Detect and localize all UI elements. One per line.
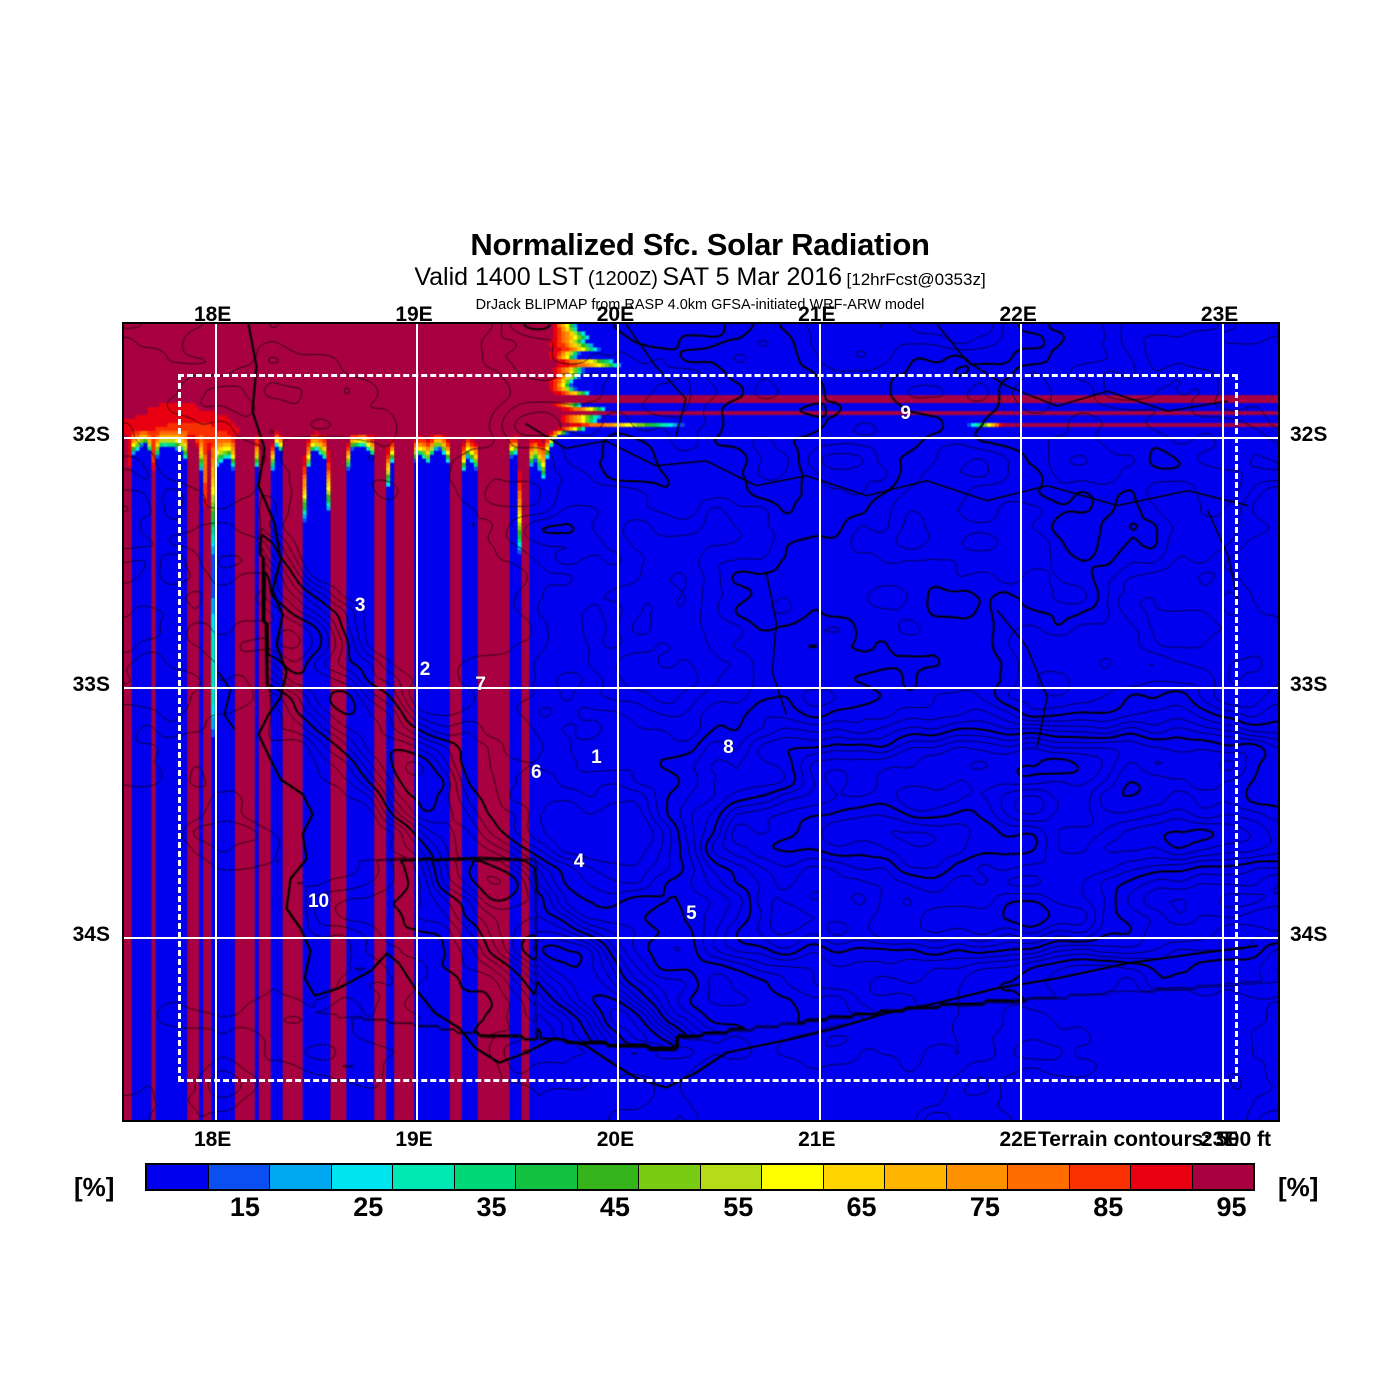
colorbar-swatch-7 [577, 1165, 639, 1189]
axis-label-right-34S: 34S [1290, 922, 1328, 946]
colorbar-swatch-3 [331, 1165, 393, 1189]
colorbar-swatch-1 [208, 1165, 270, 1189]
colorbar-swatch-6 [516, 1165, 578, 1189]
colorbar-swatch-16 [1131, 1165, 1193, 1189]
axis-label-top-19E: 19E [395, 303, 433, 326]
colorbar-unit-left: [%] [74, 1172, 115, 1202]
colorbar-tick-55: 55 [723, 1192, 754, 1222]
map-marker-9: 9 [900, 402, 911, 424]
map-marker-8: 8 [723, 737, 734, 758]
colorbar-swatch-2 [270, 1165, 332, 1189]
colorbar-swatch-15 [1069, 1165, 1131, 1189]
axis-label-top-18E: 18E [193, 303, 232, 326]
axis-label-bottom-20E: 20E [596, 1128, 635, 1151]
map-marker-3: 3 [354, 595, 366, 617]
colorbar-tick-35: 35 [476, 1192, 507, 1222]
axis-label-left-33S: 33S [72, 672, 110, 696]
axis-label-right-32S: 32S [1290, 422, 1328, 446]
forecast-tag: [12hrFcst@0353z] [846, 270, 986, 289]
colorbar-tick-95: 95 [1216, 1192, 1247, 1222]
colorbar-tick-65: 65 [846, 1192, 877, 1222]
map-marker-6: 6 [530, 761, 542, 783]
title-block: Normalized Sfc. Solar Radiation Valid 14… [0, 228, 1400, 315]
colorbar-tick-labels: 15 25 35 45 55 65 75 85 95 [145, 1192, 1255, 1226]
terrain-contour-note: Terrain contours: 500 ft [1038, 1128, 1271, 1151]
colorbar-swatch-11 [823, 1165, 885, 1189]
colorbar-swatch-12 [885, 1165, 947, 1189]
colorbar-tick-85: 85 [1093, 1192, 1124, 1222]
radiation-field-canvas [124, 324, 1278, 1120]
axis-label-right-33S: 33S [1290, 672, 1328, 696]
colorbar-swatch-14 [1008, 1165, 1070, 1189]
colorbar-swatch-17 [1192, 1165, 1253, 1189]
axis-label-bottom-23E: 23E [1200, 1128, 1239, 1151]
axis-label-bottom-22E: 22E [999, 1128, 1037, 1151]
map-marker-10: 10 [307, 890, 330, 912]
axis-label-top-22E: 22E [999, 303, 1037, 326]
colorbar-swatch-10 [762, 1165, 824, 1189]
colorbar-swatch-9 [700, 1165, 762, 1189]
colorbar-swatch-0 [147, 1165, 209, 1189]
colorbar-swatch-13 [946, 1165, 1008, 1189]
axis-label-bottom-19E: 19E [395, 1128, 433, 1151]
axis-label-left-34S: 34S [72, 922, 110, 946]
axis-label-bottom-18E: 18E [193, 1128, 232, 1151]
colorbar-tick-15: 15 [229, 1192, 260, 1222]
solar-radiation-map[interactable]: 1 2 3 4 5 6 7 8 9 10 [122, 322, 1280, 1122]
axis-label-top-23E: 23E [1200, 303, 1239, 326]
axis-label-top-20E: 20E [596, 303, 635, 326]
map-marker-2: 2 [419, 659, 431, 681]
valid-time-line: Valid 1400 LST (1200Z) SAT 5 Mar 2016 [1… [0, 262, 1400, 296]
map-marker-5: 5 [686, 902, 697, 924]
axis-label-top-21E: 21E [798, 303, 836, 326]
axis-label-left-32S: 32S [72, 422, 110, 446]
page-title: Normalized Sfc. Solar Radiation [470, 227, 930, 262]
colorbar-unit-right: [%] [1278, 1172, 1319, 1202]
axis-label-bottom-21E: 21E [798, 1128, 836, 1151]
colorbar[interactable] [145, 1163, 1255, 1191]
colorbar-swatch-5 [454, 1165, 516, 1189]
valid-utc: (1200Z) [587, 268, 658, 290]
colorbar-swatch-8 [639, 1165, 701, 1189]
colorbar-swatch-4 [393, 1165, 455, 1189]
colorbar-tick-25: 25 [353, 1192, 384, 1222]
map-marker-4: 4 [573, 850, 585, 872]
valid-date: SAT 5 Mar 2016 [662, 263, 843, 291]
map-marker-7: 7 [475, 673, 486, 695]
valid-prefix: Valid 1400 LST [414, 263, 584, 291]
colorbar-tick-45: 45 [599, 1192, 630, 1222]
colorbar-tick-75: 75 [969, 1192, 1000, 1222]
map-marker-1: 1 [591, 747, 602, 769]
model-credit-line: DrJack BLIPMAP from RASP 4.0km GFSA-init… [475, 297, 925, 313]
